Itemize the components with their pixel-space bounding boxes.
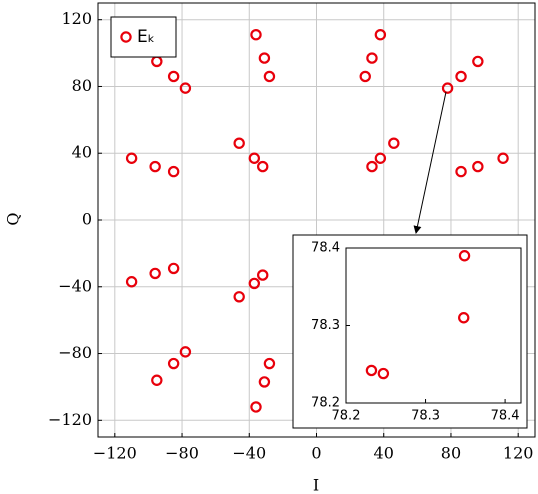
point: [149, 160, 161, 173]
y-tick-label: 0: [82, 210, 92, 229]
y-tick-label: 80: [72, 76, 92, 95]
point: [374, 152, 387, 164]
point: [257, 160, 269, 173]
y-tick-label: 78.3: [311, 318, 340, 333]
point: [458, 312, 470, 324]
x-tick-label: 40: [374, 444, 394, 463]
y-tick-label: 78.4: [311, 241, 340, 256]
y-tick-label: −120: [48, 410, 92, 429]
legend-marker: [120, 31, 132, 43]
x-tick-label: 120: [503, 444, 534, 463]
point: [167, 70, 180, 83]
point: [258, 52, 271, 64]
point: [250, 29, 262, 41]
point: [179, 82, 192, 94]
point: [233, 291, 245, 303]
x-tick-label: 0: [311, 444, 321, 463]
x-tick-label: −80: [165, 444, 199, 463]
point: [125, 152, 138, 164]
y-tick-label: 78.2: [311, 396, 340, 411]
point: [248, 152, 261, 164]
x-axis-label: I: [313, 476, 319, 494]
y-tick-label: −40: [58, 276, 92, 295]
point: [233, 137, 245, 149]
point: [388, 137, 400, 149]
x-tick-label: −40: [232, 444, 266, 463]
x-tick-label: 78.3: [411, 409, 440, 424]
y-tick-label: 120: [61, 9, 92, 28]
point: [263, 70, 276, 83]
point: [365, 364, 378, 377]
y-tick-label: −80: [58, 343, 92, 362]
point: [366, 52, 378, 64]
zoom-arrow: [413, 91, 447, 234]
point: [125, 276, 138, 288]
point: [455, 70, 467, 83]
x-tick-label: 78.4: [491, 409, 520, 424]
point: [250, 401, 262, 413]
point: [167, 262, 180, 275]
point: [359, 70, 371, 83]
point: [497, 152, 509, 164]
plot-frame: [345, 247, 522, 404]
point: [151, 55, 163, 68]
point: [472, 160, 484, 173]
y-tick-label: 40: [72, 143, 92, 162]
point: [258, 376, 271, 388]
inset-panel: [292, 234, 528, 429]
plot-frame: [97, 2, 536, 438]
point: [167, 165, 180, 178]
point: [366, 160, 378, 173]
point: [257, 269, 269, 281]
point: [248, 277, 261, 290]
point: [458, 250, 471, 262]
x-tick-label: 78.2: [332, 409, 361, 424]
point: [167, 357, 180, 370]
point: [441, 82, 454, 94]
point: [374, 29, 387, 41]
point: [455, 165, 467, 178]
point: [151, 374, 163, 386]
point: [377, 367, 390, 380]
point: [149, 267, 161, 280]
x-tick-label: 80: [441, 444, 461, 463]
point: [263, 357, 276, 370]
plot: 78.2 78.3 78.4 78.2 78.3 78.4: [311, 241, 522, 424]
legend-label: Eₖ: [137, 27, 155, 47]
y-axis-label: Q: [4, 212, 23, 225]
x-tick-label: −120: [93, 444, 137, 463]
point: [472, 55, 484, 68]
point: [179, 346, 192, 358]
